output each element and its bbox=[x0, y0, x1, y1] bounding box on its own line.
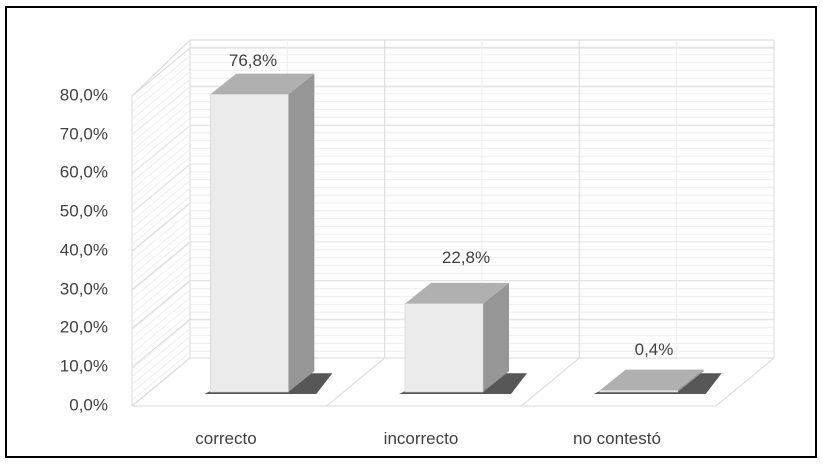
bar-side bbox=[677, 369, 704, 392]
y-tick-label: 60,0% bbox=[60, 162, 108, 181]
side-minor-gridline bbox=[131, 117, 191, 167]
side-minor-gridline bbox=[131, 305, 191, 354]
side-minor-gridline bbox=[131, 234, 191, 284]
data-label: 76,8% bbox=[229, 51, 277, 70]
side-minor-gridline bbox=[131, 94, 191, 144]
side-minor-gridline bbox=[131, 211, 191, 261]
side-minor-gridline bbox=[131, 63, 191, 112]
side-minor-gridline bbox=[131, 312, 191, 362]
side-minor-gridline bbox=[131, 219, 191, 268]
floor-divider bbox=[715, 357, 775, 407]
bar-front bbox=[404, 303, 484, 393]
y-tick-label: 30,0% bbox=[60, 279, 108, 298]
bars bbox=[204, 73, 722, 394]
y-tick-label: 80,0% bbox=[60, 85, 108, 104]
y-tick-label: 70,0% bbox=[60, 124, 108, 143]
side-wall bbox=[131, 39, 191, 407]
side-gridline bbox=[131, 280, 191, 329]
side-minor-gridline bbox=[131, 141, 191, 190]
side-minor-gridline bbox=[131, 242, 191, 292]
side-gridline bbox=[131, 318, 191, 368]
side-minor-gridline bbox=[131, 328, 191, 378]
side-minor-gridline bbox=[131, 78, 191, 128]
y-tick-label: 50,0% bbox=[60, 201, 108, 220]
y-tick-label: 10,0% bbox=[60, 356, 108, 375]
side-minor-gridline bbox=[131, 149, 191, 198]
bar-1 bbox=[204, 73, 333, 394]
side-minor-gridline bbox=[131, 102, 191, 151]
side-minor-gridline bbox=[131, 86, 191, 136]
side-minor-gridline bbox=[131, 297, 191, 346]
side-minor-gridline bbox=[131, 320, 191, 370]
bar-side bbox=[483, 282, 509, 392]
data-label: 22,8% bbox=[442, 248, 490, 267]
side-minor-gridline bbox=[131, 55, 191, 105]
bar-top bbox=[599, 369, 704, 391]
side-minor-gridline bbox=[131, 203, 191, 253]
side-minor-gridline bbox=[131, 266, 191, 315]
floor-divider bbox=[521, 357, 580, 407]
side-minor-gridline bbox=[131, 258, 191, 307]
data-label: 0,4% bbox=[635, 340, 674, 359]
side-minor-gridline bbox=[131, 250, 191, 300]
side-minor-gridline bbox=[131, 289, 191, 339]
side-minor-gridline bbox=[131, 71, 191, 120]
bar-2 bbox=[399, 282, 527, 394]
side-minor-gridline bbox=[131, 273, 191, 323]
side-minor-gridline bbox=[131, 125, 191, 175]
side-gridline bbox=[131, 202, 191, 252]
side-minor-gridline bbox=[131, 164, 191, 214]
side-minor-gridline bbox=[131, 133, 191, 183]
floor-divider bbox=[131, 357, 191, 407]
side-minor-gridline bbox=[131, 156, 191, 206]
data-labels: 76,8% 22,8% 0,4% bbox=[229, 51, 673, 359]
side-gridline bbox=[131, 47, 191, 97]
x-axis: correcto incorrecto no contestó bbox=[195, 429, 661, 448]
bar-front bbox=[599, 390, 678, 393]
side-minor-gridline bbox=[131, 172, 191, 222]
side-minor-gridline bbox=[131, 336, 191, 385]
bar-top bbox=[210, 73, 315, 95]
side-minor-gridline bbox=[131, 227, 191, 276]
side-minor-gridline bbox=[131, 281, 191, 331]
side-minor-gridline bbox=[131, 344, 191, 393]
bar-front bbox=[210, 94, 289, 393]
side-gridline bbox=[131, 241, 191, 291]
side-gridline bbox=[131, 163, 191, 213]
bar-3 bbox=[593, 369, 722, 394]
side-minor-gridline bbox=[131, 195, 191, 245]
side-minor-gridline bbox=[131, 110, 191, 159]
y-tick-label: 0,0% bbox=[69, 395, 108, 414]
y-tick-label: 20,0% bbox=[60, 317, 108, 336]
side-minor-gridline bbox=[131, 188, 191, 237]
floor-divider bbox=[326, 357, 385, 407]
bar-top bbox=[405, 282, 509, 304]
y-tick-label: 40,0% bbox=[60, 240, 108, 259]
side-minor-gridline bbox=[131, 351, 191, 401]
y-axis: 0,0% 10,0% 20,0% 30,0% 40,0% 50,0% 60,0%… bbox=[60, 85, 108, 414]
side-wall-edge bbox=[131, 39, 191, 97]
x-category-label: correcto bbox=[195, 429, 256, 448]
x-category-label: incorrecto bbox=[384, 429, 459, 448]
x-category-label: no contestó bbox=[573, 429, 661, 448]
side-minor-gridline bbox=[131, 180, 191, 229]
bar-side bbox=[288, 73, 315, 392]
